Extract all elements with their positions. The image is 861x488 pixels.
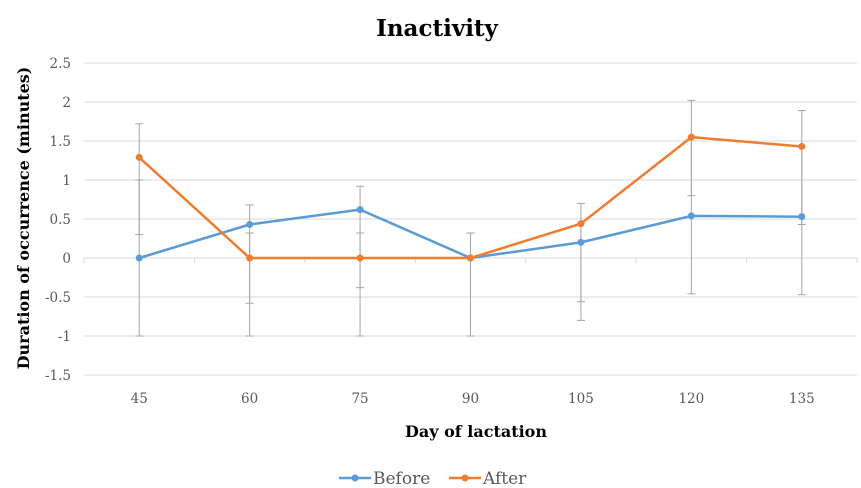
data-point-before — [577, 238, 585, 246]
error-bars — [135, 99, 806, 337]
x-tick-label: 60 — [241, 391, 258, 407]
data-point-before — [798, 213, 806, 221]
x-tick-label: 75 — [351, 391, 368, 407]
x-axis-ticks: 45 60 75 90 105 120 135 — [131, 391, 815, 407]
y-axis-ticks: 2.5 2 1.5 1 0.5 0 -0.5 -1 -1.5 — [45, 56, 71, 384]
data-point-after — [356, 254, 364, 262]
data-point-before — [687, 212, 695, 220]
y-tick-label: 2 — [62, 95, 71, 111]
data-point-after — [467, 254, 474, 262]
legend-swatch-marker — [461, 474, 469, 482]
legend-swatch-marker — [351, 474, 359, 482]
legend-item-before: Before — [339, 469, 430, 488]
chart-title: Inactivity — [376, 15, 498, 42]
legend-label: Before — [373, 469, 430, 488]
y-tick-label: -1.5 — [45, 368, 71, 384]
legend-label: After — [482, 469, 527, 488]
data-point-before — [246, 220, 254, 228]
data-point-after — [135, 153, 143, 161]
data-point-before — [356, 206, 364, 214]
y-axis-label: Duration of occurrence (minutes) — [14, 67, 33, 370]
x-axis-label: Day of lactation — [405, 422, 547, 441]
data-point-after — [798, 142, 806, 150]
y-tick-label: 0 — [62, 251, 71, 267]
data-point-after — [246, 254, 254, 262]
legend: Before After — [339, 469, 527, 488]
y-tick-label: 1 — [62, 173, 71, 189]
y-tick-label: 2.5 — [50, 56, 71, 72]
data-point-before — [135, 254, 143, 262]
x-tick-label: 105 — [568, 391, 594, 407]
x-tick-label: 120 — [678, 391, 704, 407]
y-tick-label: 0.5 — [50, 212, 71, 228]
y-tick-label: -1 — [58, 329, 71, 345]
series-lines — [135, 133, 806, 262]
data-point-after — [577, 220, 585, 228]
x-tick-label: 135 — [789, 391, 815, 407]
x-tick-label: 90 — [462, 391, 479, 407]
y-tick-label: -0.5 — [45, 290, 71, 306]
x-tick-label: 45 — [131, 391, 148, 407]
y-tick-label: 1.5 — [50, 134, 71, 150]
data-point-after — [687, 133, 695, 141]
legend-item-after: After — [449, 469, 527, 488]
